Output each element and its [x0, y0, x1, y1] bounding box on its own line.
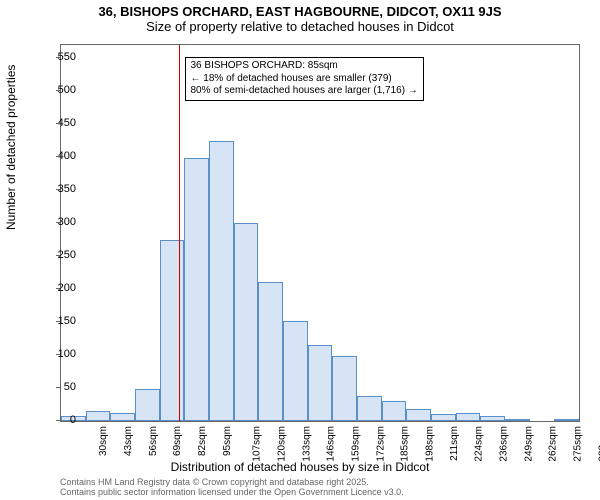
histogram-bar	[258, 282, 283, 421]
chart-title: 36, BISHOPS ORCHARD, EAST HAGBOURNE, DID…	[0, 0, 600, 34]
histogram-bar	[554, 419, 579, 421]
histogram-bar	[160, 240, 185, 421]
histogram-bar	[86, 411, 111, 421]
info-box-line: ← 18% of detached houses are smaller (37…	[191, 73, 418, 86]
info-box-line: 80% of semi-detached houses are larger (…	[191, 85, 418, 98]
x-tick-label: 95sqm	[222, 426, 233, 456]
histogram-bar	[135, 389, 160, 421]
x-tick-label: 185sqm	[400, 426, 411, 462]
x-tick-label: 275sqm	[573, 426, 584, 462]
x-axis-label: Distribution of detached houses by size …	[0, 460, 600, 474]
x-tick-label: 236sqm	[499, 426, 510, 462]
y-tick-label: 250	[46, 249, 76, 261]
histogram-bar	[431, 414, 456, 421]
x-tick-label: 146sqm	[326, 426, 337, 462]
histogram-bar	[283, 321, 308, 421]
x-tick-label: 30sqm	[98, 426, 109, 456]
y-tick-label: 50	[46, 381, 76, 393]
title-line-2: Size of property relative to detached ho…	[0, 19, 600, 34]
y-tick-label: 100	[46, 348, 76, 360]
histogram-bar	[406, 409, 431, 421]
histogram-bar	[382, 401, 407, 421]
x-tick-label: 82sqm	[197, 426, 208, 456]
histogram-bar	[184, 158, 209, 421]
y-tick-label: 0	[46, 414, 76, 426]
y-tick-label: 400	[46, 150, 76, 162]
histogram-bar	[209, 141, 234, 421]
y-tick-label: 200	[46, 282, 76, 294]
x-tick-label: 69sqm	[172, 426, 183, 456]
x-tick-label: 107sqm	[252, 426, 263, 462]
histogram-bar	[332, 356, 357, 421]
y-tick-label: 150	[46, 315, 76, 327]
info-box-line: 36 BISHOPS ORCHARD: 85sqm	[191, 60, 418, 73]
plot-area: 36 BISHOPS ORCHARD: 85sqm← 18% of detach…	[60, 44, 580, 422]
x-tick-label: 172sqm	[375, 426, 386, 462]
histogram-bar	[308, 345, 333, 421]
x-tick-label: 120sqm	[277, 426, 288, 462]
histogram-bar	[357, 396, 382, 421]
chart-container: 36, BISHOPS ORCHARD, EAST HAGBOURNE, DID…	[0, 0, 600, 500]
x-tick-label: 211sqm	[449, 426, 460, 461]
x-tick-label: 43sqm	[123, 426, 134, 456]
footer-line-2: Contains public sector information licen…	[60, 488, 404, 498]
histogram-bar	[480, 416, 505, 421]
y-tick-label: 500	[46, 84, 76, 96]
y-tick-label: 450	[46, 117, 76, 129]
footer-attribution: Contains HM Land Registry data © Crown c…	[60, 478, 404, 498]
x-tick-label: 159sqm	[351, 426, 362, 462]
x-tick-label: 249sqm	[523, 426, 534, 462]
x-tick-label: 224sqm	[474, 426, 485, 462]
y-tick-label: 350	[46, 183, 76, 195]
x-tick-label: 133sqm	[301, 426, 312, 462]
histogram-bar	[456, 413, 481, 421]
histogram-bar	[110, 413, 135, 421]
histogram-bar	[505, 419, 530, 421]
x-tick-label: 56sqm	[148, 426, 159, 456]
y-axis-label: Number of detached properties	[4, 65, 18, 230]
x-tick-label: 198sqm	[425, 426, 436, 462]
title-line-1: 36, BISHOPS ORCHARD, EAST HAGBOURNE, DID…	[0, 4, 600, 19]
x-tick-label: 262sqm	[548, 426, 559, 462]
reference-line	[179, 45, 181, 421]
y-tick-label: 550	[46, 51, 76, 63]
reference-info-box: 36 BISHOPS ORCHARD: 85sqm← 18% of detach…	[185, 57, 424, 101]
histogram-bar	[234, 223, 259, 421]
y-tick-label: 300	[46, 216, 76, 228]
